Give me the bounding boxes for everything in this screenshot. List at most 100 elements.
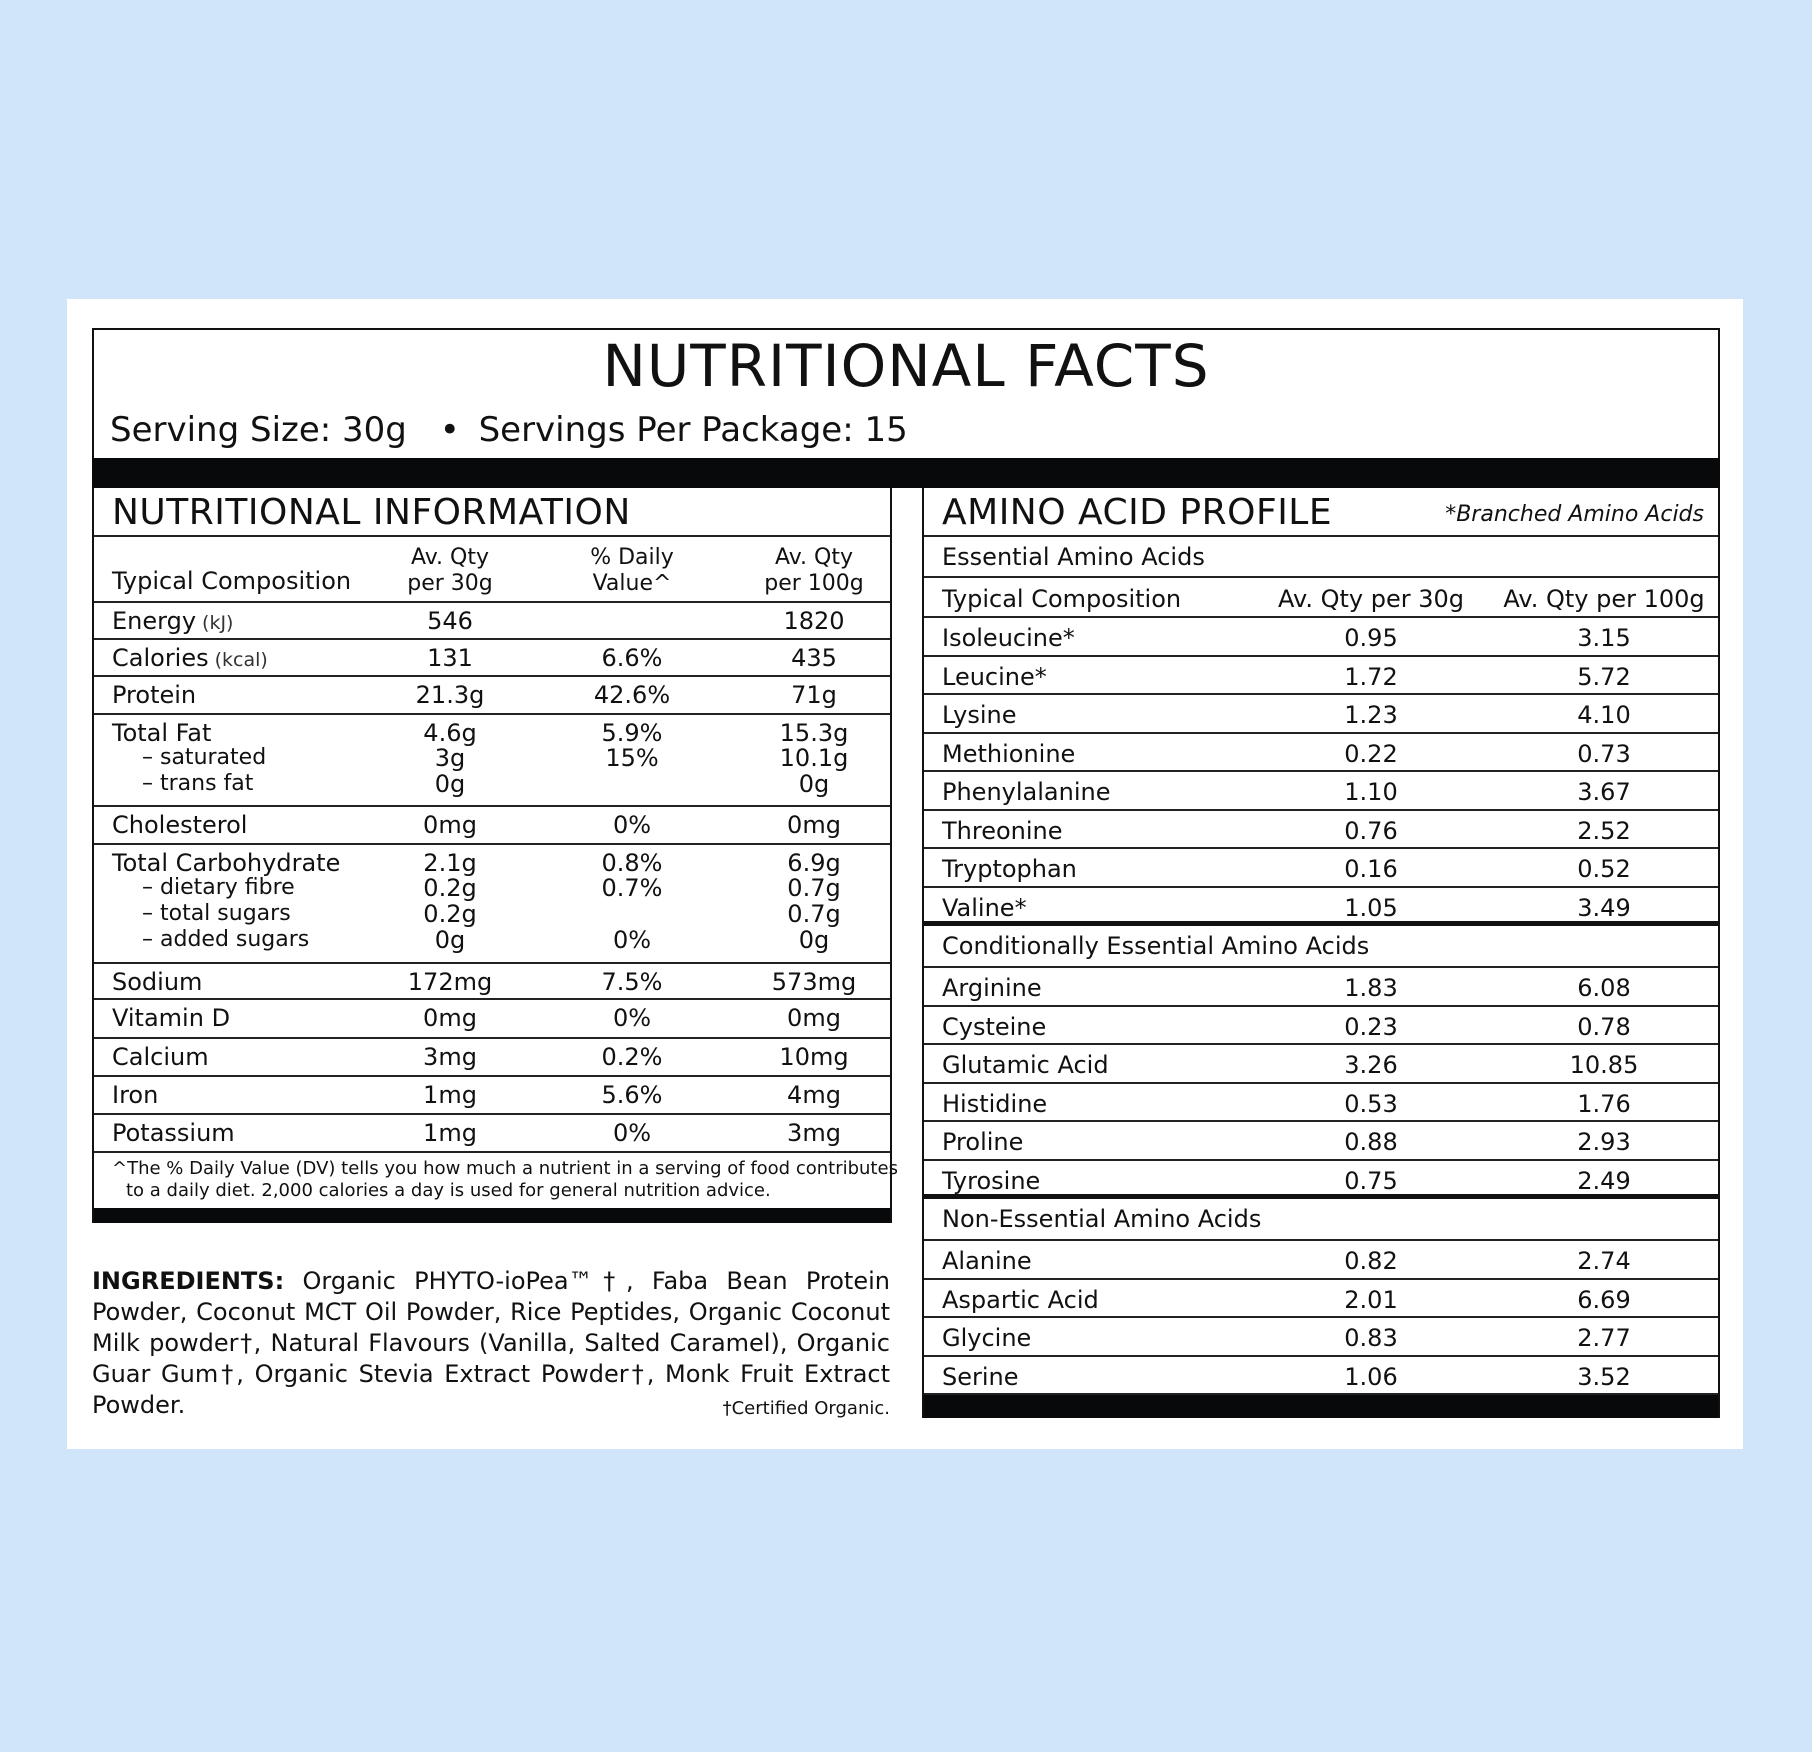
nutrition-column-header: Typical Composition Av. Qty per 30g % Dai… — [94, 537, 890, 603]
amino-column-header: Typical Composition Av. Qty per 30g Av. Qt… — [924, 578, 1718, 618]
value-per30: 0.23 — [1344, 1012, 1398, 1041]
nutrition-title-row: NUTRITIONAL INFORMATION — [94, 488, 890, 537]
table-row: Calcium 3mg 0.2% 10mg — [94, 1039, 890, 1077]
value-per100: 3.15 — [1577, 624, 1631, 652]
amino-name: Methionine — [942, 739, 1076, 768]
table-row: Isoleucine* 0.95 3.15 — [924, 618, 1718, 657]
value-per30: 1.05 — [1344, 893, 1398, 922]
amino-name: Valine* — [942, 893, 1027, 922]
table-row: Tyrosine 0.75 2.49 — [924, 1161, 1718, 1199]
value-daily: 5.6% — [601, 1081, 663, 1109]
value-daily: 7.5% — [601, 968, 663, 996]
table-row: Aspartic Acid 2.01 6.69 — [924, 1280, 1718, 1318]
value-per30: 546 — [427, 607, 473, 635]
value-per100: 1.76 — [1577, 1089, 1631, 1118]
value-daily: 6.6% — [601, 644, 663, 672]
nutrient-name: Cholesterol — [112, 811, 248, 839]
table-row: Threonine 0.76 2.52 — [924, 811, 1718, 849]
value-per100: 6.08 — [1577, 974, 1631, 1002]
amino-name: Glycine — [942, 1324, 1032, 1352]
value-per30: 1mg — [423, 1081, 477, 1109]
servings-per-package: Servings Per Package: 15 — [478, 410, 908, 450]
value-per30: 1mg — [423, 1119, 477, 1147]
branched-note: *Branched Amino Acids — [1445, 502, 1704, 527]
value-per100: 10.1g — [779, 744, 849, 772]
table-row: Lysine 1.23 4.10 — [924, 695, 1718, 734]
col-per100: Av. Qty per 100g — [764, 545, 864, 596]
value-per100: 0.7g — [787, 900, 841, 928]
value-per30: 0g — [434, 926, 466, 954]
value-per100: 10.85 — [1569, 1051, 1639, 1079]
col-composition: Typical Composition — [942, 585, 1182, 613]
amino-name: Lysine — [942, 701, 1017, 729]
value-per30: 0.88 — [1344, 1128, 1398, 1156]
value-per100: 2.49 — [1577, 1166, 1631, 1195]
nutrition-table: NUTRITIONAL INFORMATION Typical Composit… — [92, 488, 898, 1223]
nutrient-name: Total Fat — [112, 719, 212, 747]
table-row: Proline 0.88 2.93 — [924, 1122, 1718, 1161]
table-row: Methionine 0.22 0.73 — [924, 734, 1718, 772]
value-per30: 0.75 — [1344, 1166, 1398, 1195]
value-per100: 0g — [798, 926, 830, 954]
value-per100: 2.74 — [1577, 1247, 1631, 1275]
value-per30: 0.2g — [423, 874, 477, 902]
value-daily: 0.2% — [601, 1043, 663, 1071]
value-per30: 0.83 — [1344, 1324, 1398, 1352]
value-per100: 71g — [791, 681, 837, 709]
value-daily: 42.6% — [593, 681, 671, 709]
nutrient-name: Calories (kcal) — [112, 644, 268, 672]
value-per30: 1.72 — [1344, 662, 1398, 691]
section-header-essential: Essential Amino Acids — [924, 537, 1718, 578]
amino-name: Threonine — [942, 816, 1063, 845]
nutrient-name: Iron — [112, 1081, 159, 1109]
ingredients-text: INGREDIENTS: Organic PHYTO-ioPea™†, Faba… — [92, 1267, 890, 1419]
table-row: Calories (kcal) 131 6.6% 435 — [94, 640, 890, 677]
sub-nutrient-name: – added sugars — [142, 927, 310, 952]
nutrition-title: NUTRITIONAL INFORMATION — [112, 492, 631, 533]
col-per100: Av. Qty per 100g — [1503, 585, 1705, 613]
value-per30: 172mg — [407, 968, 493, 996]
value-per100: 0mg — [787, 811, 841, 839]
table-row: Arginine 1.83 6.08 — [924, 968, 1718, 1007]
amino-name: Serine — [942, 1362, 1019, 1391]
amino-name: Histidine — [942, 1089, 1048, 1118]
value-per30: 0.2g — [423, 900, 477, 928]
value-per100: 4.10 — [1577, 701, 1631, 729]
amino-name: Glutamic Acid — [942, 1051, 1109, 1079]
table-row: Potassium 1mg 0% 3mg — [94, 1115, 890, 1153]
section-header-conditional: Conditionally Essential Amino Acids — [924, 926, 1718, 968]
table-row: Vitamin D 0mg 0% 0mg — [94, 1000, 890, 1039]
table-row: Energy (kJ) 546 1820 — [94, 603, 890, 640]
value-per30: 0.76 — [1344, 816, 1398, 845]
label-card — [67, 299, 1743, 1449]
value-daily: 0% — [612, 1004, 652, 1032]
table-row: Alanine 0.82 2.74 — [924, 1241, 1718, 1280]
table-row: Tryptophan 0.16 0.52 — [924, 849, 1718, 888]
amino-title: AMINO ACID PROFILE — [942, 492, 1333, 533]
value-per100: 4mg — [787, 1081, 841, 1109]
value-per100: 3.52 — [1577, 1362, 1631, 1391]
nutrient-name: Calcium — [112, 1043, 209, 1071]
value-per100: 2.93 — [1577, 1128, 1631, 1156]
col-per30: Av. Qty per 30g — [1277, 585, 1465, 613]
sub-nutrient-name: – trans fat — [142, 771, 254, 796]
value-per100: 3.49 — [1577, 893, 1631, 922]
section-label: Non-Essential Amino Acids — [942, 1205, 1262, 1233]
amino-bottom-bar — [924, 1395, 1718, 1418]
serving-info: Serving Size: 30g • Servings Per Package… — [110, 410, 908, 450]
value-per30: 2.01 — [1344, 1285, 1398, 1314]
value-daily: 0% — [612, 926, 652, 954]
label-header-box — [92, 328, 1720, 458]
table-row: Protein 21.3g 42.6% 71g — [94, 677, 890, 715]
header-divider-band — [92, 458, 1720, 488]
sub-nutrient-name: – dietary fibre — [142, 875, 295, 900]
value-daily: 0% — [612, 1119, 652, 1147]
sub-nutrient-name: – saturated — [142, 745, 267, 770]
value-per100: 0.78 — [1577, 1012, 1631, 1041]
value-daily: 0% — [612, 811, 652, 839]
value-per30: 3mg — [423, 1043, 477, 1071]
ingredients-label: INGREDIENTS: — [92, 1267, 285, 1295]
sub-nutrient-name: – total sugars — [142, 901, 291, 926]
value-per30: 3.26 — [1344, 1051, 1398, 1079]
nutrient-name: Vitamin D — [112, 1004, 231, 1032]
